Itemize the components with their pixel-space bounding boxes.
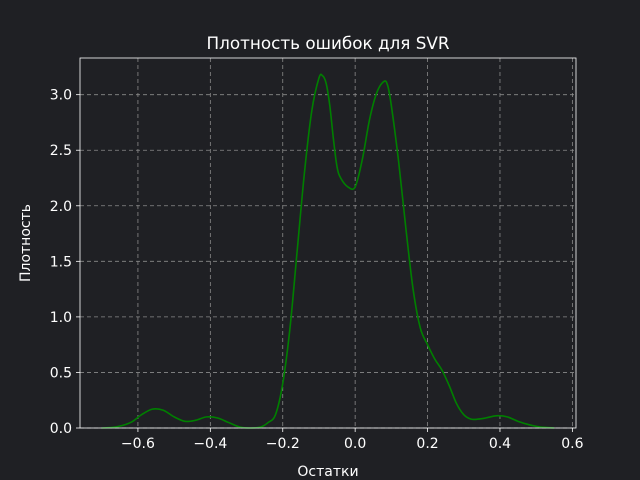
- x-tick-label: −0.2: [266, 436, 300, 452]
- x-tick-label: 0.2: [416, 436, 438, 452]
- x-tick-label: 0.0: [344, 436, 366, 452]
- x-tick-label: −0.4: [193, 436, 227, 452]
- grid: [80, 58, 576, 429]
- x-tick-label: 0.6: [561, 436, 583, 452]
- y-tick-label: 2.0: [50, 199, 72, 215]
- y-axis-label: Плотность: [18, 204, 34, 282]
- plot-frame: [79, 57, 577, 429]
- ticks: −0.6 −0.4 −0.2 0.0 0.2 0.4 0.6 0.0 0.5 1.0 1.5 2.0 2…: [50, 88, 584, 452]
- x-tick-label: −0.6: [121, 436, 155, 452]
- y-tick-label: 2.5: [50, 143, 72, 159]
- y-tick-label: 3.0: [50, 88, 72, 104]
- y-tick-label: 0.0: [50, 421, 72, 437]
- x-axis-label: Остатки: [297, 464, 358, 480]
- y-tick-label: 1.5: [50, 254, 72, 270]
- y-tick-label: 0.5: [50, 365, 72, 381]
- y-tick-label: 1.0: [50, 310, 72, 326]
- chart-title: Плотность ошибок для SVR: [206, 33, 449, 53]
- x-tick-label: 0.4: [489, 436, 511, 452]
- density-line: [101, 73, 555, 429]
- series-layer: [101, 73, 555, 429]
